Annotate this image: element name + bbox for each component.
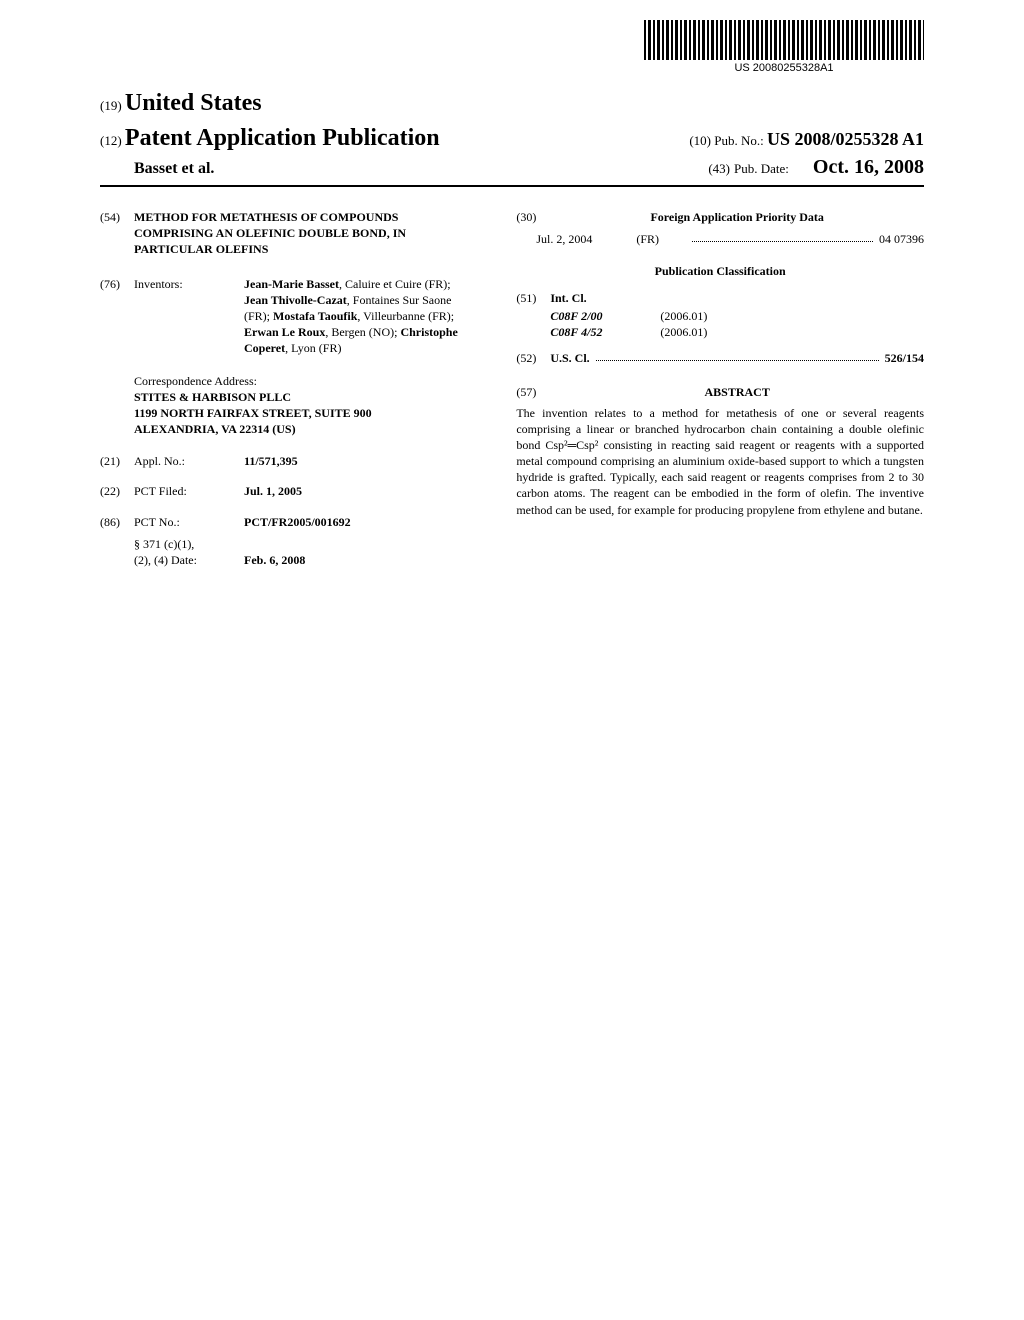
header: (19) United States (12) Patent Applicati… bbox=[100, 90, 924, 187]
uscl-value: 526/154 bbox=[885, 350, 924, 366]
foreign-appnum: 04 07396 bbox=[879, 231, 924, 247]
foreign-date: Jul. 2, 2004 bbox=[536, 231, 636, 247]
applno-label: Appl. No.: bbox=[134, 453, 244, 469]
s371-spacer bbox=[100, 536, 134, 568]
abstract-title: ABSTRACT bbox=[550, 384, 924, 400]
foreign-row: Jul. 2, 2004 (FR) 04 07396 bbox=[536, 231, 924, 247]
pubno-num: (10) bbox=[689, 133, 711, 148]
correspondence-block: Correspondence Address: STITES & HARBISO… bbox=[134, 373, 476, 438]
title-block: (54) METHOD FOR METATHESIS OF COMPOUNDS … bbox=[100, 209, 476, 258]
pctfiled-num: (22) bbox=[100, 483, 134, 499]
inventors-row: (76) Inventors: Jean-Marie Basset, Calui… bbox=[100, 276, 476, 357]
publication-type: Patent Application Publication bbox=[125, 125, 440, 151]
foreign-dots bbox=[692, 231, 873, 242]
country: United States bbox=[125, 90, 262, 116]
pubdate-num: (43) bbox=[708, 161, 730, 176]
foreign-cc: (FR) bbox=[636, 231, 686, 247]
intcl-code-1: C08F 4/52 bbox=[550, 324, 660, 340]
pubno-label: Pub. No.: bbox=[714, 133, 763, 148]
inventors-num: (76) bbox=[100, 276, 134, 357]
s371-row: § 371 (c)(1), (2), (4) Date: Feb. 6, 200… bbox=[100, 536, 476, 568]
uscl-label: U.S. Cl. bbox=[550, 350, 589, 366]
barcode-text: US 20080255328A1 bbox=[644, 62, 924, 74]
intcl-ver-0: (2006.01) bbox=[660, 308, 707, 324]
intcl-entries: C08F 2/00 (2006.01) C08F 4/52 (2006.01) bbox=[550, 308, 924, 340]
inventors-label: Inventors: bbox=[134, 276, 244, 357]
intcl-entry: C08F 4/52 (2006.01) bbox=[550, 324, 924, 340]
applno-value: 11/571,395 bbox=[244, 453, 476, 469]
pctfiled-row: (22) PCT Filed: Jul. 1, 2005 bbox=[100, 483, 476, 499]
left-column: (54) METHOD FOR METATHESIS OF COMPOUNDS … bbox=[100, 209, 496, 582]
pctno-num: (86) bbox=[100, 514, 134, 530]
uscl-num: (52) bbox=[516, 350, 550, 366]
foreign-title: Foreign Application Priority Data bbox=[550, 209, 924, 225]
s371-label2: (2), (4) Date: bbox=[134, 552, 244, 568]
s371-label: § 371 (c)(1), (2), (4) Date: bbox=[134, 536, 244, 568]
pctno-value: PCT/FR2005/001692 bbox=[244, 514, 476, 530]
title-text: METHOD FOR METATHESIS OF COMPOUNDS COMPR… bbox=[134, 209, 476, 258]
intcl-code-0: C08F 2/00 bbox=[550, 308, 660, 324]
uscl-row: (52) U.S. Cl. 526/154 bbox=[516, 350, 924, 366]
pubdate-label: Pub. Date: bbox=[734, 161, 789, 176]
pctfiled-value: Jul. 1, 2005 bbox=[244, 483, 476, 499]
correspondence-line2: 1199 NORTH FAIRFAX STREET, SUITE 900 bbox=[134, 405, 476, 421]
barcode-block: US 20080255328A1 bbox=[644, 20, 924, 74]
correspondence-label: Correspondence Address: bbox=[134, 373, 476, 389]
right-column: (30) Foreign Application Priority Data J… bbox=[496, 209, 924, 582]
pctfiled-label: PCT Filed: bbox=[134, 483, 244, 499]
intcl-label: Int. Cl. bbox=[550, 290, 586, 306]
pubdate-value: Oct. 16, 2008 bbox=[813, 156, 924, 178]
s371-label1: § 371 (c)(1), bbox=[134, 536, 244, 552]
correspondence-line1: STITES & HARBISON PLLC bbox=[134, 389, 476, 405]
header-pubdate: (43) Pub. Date: Oct. 16, 2008 bbox=[708, 156, 924, 179]
pctno-label: PCT No.: bbox=[134, 514, 244, 530]
header-line2: (12) Patent Application Publication (10)… bbox=[100, 125, 924, 152]
pctno-row: (86) PCT No.: PCT/FR2005/001692 bbox=[100, 514, 476, 530]
title-num: (54) bbox=[100, 209, 134, 258]
s371-value: Feb. 6, 2008 bbox=[244, 552, 476, 568]
uscl-dots bbox=[596, 350, 879, 361]
inventors-value: Jean-Marie Basset, Caluire et Cuire (FR)… bbox=[244, 276, 476, 357]
header-line3: Basset et al. (43) Pub. Date: Oct. 16, 2… bbox=[100, 156, 924, 187]
header-left: (12) Patent Application Publication bbox=[100, 125, 440, 152]
foreign-num: (30) bbox=[516, 209, 550, 225]
header-pubno: (10) Pub. No.: US 2008/0255328 A1 bbox=[689, 129, 924, 150]
intcl-block: (51) Int. Cl. bbox=[516, 290, 924, 306]
intcl-num: (51) bbox=[516, 290, 550, 306]
intcl-entry: C08F 2/00 (2006.01) bbox=[550, 308, 924, 324]
pubclass-title: Publication Classification bbox=[516, 263, 924, 279]
body-columns: (54) METHOD FOR METATHESIS OF COMPOUNDS … bbox=[100, 209, 924, 582]
barcode-graphic bbox=[644, 20, 924, 60]
header-line1: (19) United States bbox=[100, 90, 924, 117]
applno-num: (21) bbox=[100, 453, 134, 469]
intcl-ver-1: (2006.01) bbox=[660, 324, 707, 340]
foreign-header: (30) Foreign Application Priority Data bbox=[516, 209, 924, 225]
kind19-num: (19) bbox=[100, 98, 122, 113]
abstract-header: (57) ABSTRACT bbox=[516, 384, 924, 400]
applno-row: (21) Appl. No.: 11/571,395 bbox=[100, 453, 476, 469]
kind12-num: (12) bbox=[100, 133, 122, 148]
pubno-value: US 2008/0255328 A1 bbox=[767, 129, 924, 149]
abstract-body: The invention relates to a method for me… bbox=[516, 405, 924, 518]
correspondence-line3: ALEXANDRIA, VA 22314 (US) bbox=[134, 421, 476, 437]
authors-head: Basset et al. bbox=[134, 160, 214, 178]
patent-page: US 20080255328A1 (19) United States (12)… bbox=[0, 0, 1024, 1320]
abstract-num: (57) bbox=[516, 384, 550, 400]
